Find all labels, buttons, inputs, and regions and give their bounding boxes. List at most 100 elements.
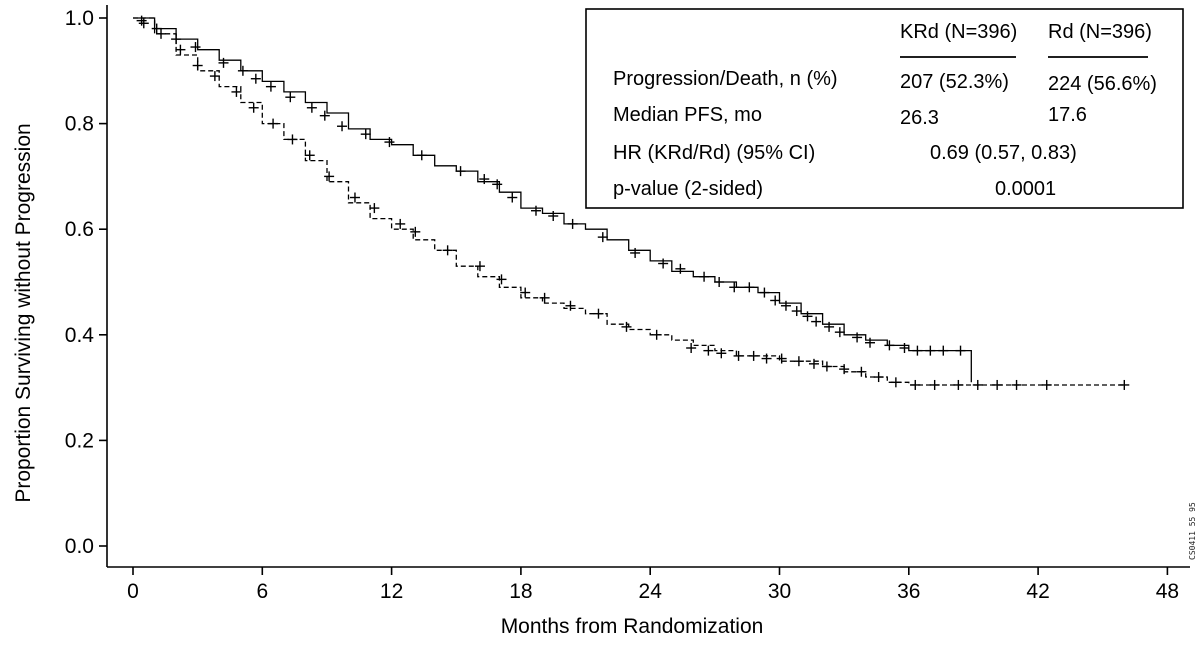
censor-mark-rd (474, 261, 485, 272)
x-tick-label: 18 (509, 580, 532, 603)
y-tick-label: 0.0 (65, 535, 94, 558)
x-axis-ticks: 0 6 12 18 24 30 36 42 48 (127, 567, 1179, 603)
stats-row-combined-value: 0.0001 (995, 178, 1056, 200)
censor-mark-rd (175, 44, 186, 55)
y-tick-label: 0.8 (65, 113, 94, 136)
censor-mark-krd (250, 73, 261, 84)
censor-mark-krd (151, 23, 162, 34)
censor-mark-krd (265, 81, 276, 92)
x-tick-label: 12 (380, 580, 403, 603)
censor-mark-rd (748, 350, 759, 361)
censor-mark-rd (856, 366, 867, 377)
censor-mark-rd (304, 150, 315, 161)
censor-mark-krd (416, 150, 427, 161)
censor-mark-krd (548, 211, 559, 221)
censor-mark-krd (319, 110, 330, 121)
stats-row-krd-value: 26.3 (900, 107, 939, 129)
censor-mark-krd (597, 232, 608, 243)
censor-mark-rd (410, 226, 421, 237)
series-line-rd (133, 17, 1125, 386)
censor-mark-krd (567, 218, 578, 229)
censor-mark-rd (138, 18, 149, 29)
censor-mark-krd (699, 271, 710, 282)
x-tick-label: 42 (1026, 580, 1049, 603)
censor-mark-krd (237, 65, 248, 76)
stats-row-combined-value: 0.69 (0.57, 0.83) (930, 142, 1077, 164)
x-tick-label: 6 (256, 580, 268, 603)
stats-row-rd-value: 17.6 (1048, 104, 1087, 126)
censor-mark-krd (507, 192, 518, 203)
censor-mark-rd (808, 358, 819, 369)
series-line-krd (133, 17, 972, 383)
censor-mark-rd (1011, 379, 1022, 390)
stats-row-krd-value: 207 (52.3%) (900, 71, 1009, 93)
censor-mark-krd (824, 321, 835, 332)
censor-mark-rd (821, 361, 832, 372)
y-tick-label: 0.2 (65, 429, 94, 452)
y-axis-ticks: 0.0 0.2 0.4 0.6 0.8 1.0 (65, 7, 107, 558)
censor-mark-rd (929, 379, 940, 390)
censor-mark-rd (972, 379, 983, 390)
stats-header-rd: Rd (N=396) (1048, 21, 1152, 43)
stats-row-label: HR (KRd/Rd) (95% CI) (613, 142, 815, 164)
censor-mark-krd (912, 345, 923, 356)
censor-mark-rd (593, 308, 604, 319)
censor-mark-krd (479, 174, 490, 185)
censor-mark-rd (287, 134, 298, 145)
censor-mark-rd (268, 118, 279, 129)
censor-mark-krd (955, 345, 966, 356)
censor-mark-rd (231, 86, 242, 97)
censor-mark-rd (156, 28, 167, 39)
censor-mark-krd (938, 345, 949, 356)
censor-mark-krd (865, 337, 876, 348)
censor-mark-krd (360, 129, 371, 140)
x-tick-label: 24 (639, 580, 663, 603)
censor-mark-krd (770, 295, 781, 306)
censor-mark-rd (703, 345, 714, 356)
censor-mark-rd (890, 377, 901, 388)
censor-mark-rd (733, 350, 744, 361)
censor-mark-rd (395, 218, 406, 229)
censor-mark-krd (714, 277, 725, 287)
censor-mark-krd (306, 102, 317, 113)
censor-mark-rd (496, 274, 507, 285)
censor-mark-rd (873, 372, 884, 383)
censor-mark-rd (839, 364, 850, 375)
censor-mark-rd (716, 348, 727, 359)
censor-mark-krd (630, 247, 641, 258)
censor-mark-rd (651, 329, 662, 340)
stats-header-krd: KRd (N=396) (900, 21, 1017, 43)
censor-mark-krd (834, 327, 845, 338)
x-axis-title: Months from Randomization (501, 615, 764, 638)
censor-mark-krd (791, 306, 802, 317)
x-tick-label: 36 (897, 580, 920, 603)
y-tick-label: 0.4 (65, 324, 95, 347)
censor-mark-rd (565, 300, 576, 311)
censor-mark-rd (793, 356, 804, 367)
censor-mark-krd (884, 340, 895, 351)
censor-mark-krd (285, 92, 296, 103)
censor-mark-krd (190, 42, 201, 53)
y-axis-title: Proportion Surviving without Progression (12, 123, 35, 502)
censor-mark-krd (658, 258, 669, 269)
censor-mark-krd (675, 263, 686, 274)
censor-mark-rd (192, 60, 203, 71)
censor-mark-rd (992, 379, 1003, 390)
stats-row-rd-value: 224 (56.6%) (1048, 73, 1157, 95)
side-note: CS0411 55 95 (1188, 502, 1197, 560)
censor-mark-krd (218, 57, 229, 68)
y-tick-label: 1.0 (65, 7, 94, 30)
y-tick-label: 0.6 (65, 218, 94, 241)
censor-mark-krd (925, 345, 936, 356)
censor-mark-rd (248, 102, 259, 113)
censor-mark-rd (520, 287, 531, 298)
censor-mark-rd (324, 171, 335, 182)
stats-box-frame (585, 8, 1184, 209)
censor-mark-krd (337, 121, 348, 132)
censor-mark-rd (621, 321, 632, 332)
censor-mark-krd (852, 332, 863, 343)
censor-mark-krd (811, 316, 822, 327)
censor-mark-rd (686, 343, 697, 353)
series-layer (133, 15, 1130, 390)
